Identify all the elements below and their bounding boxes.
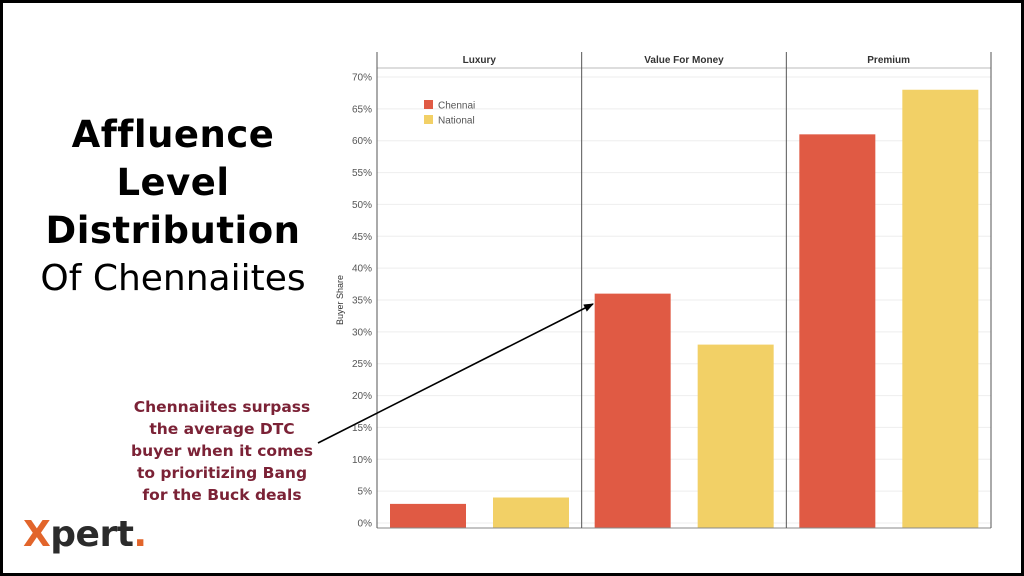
bar-chennai [390,503,466,528]
y-tick-label: 55% [352,168,372,179]
facet-label: Premium [867,55,910,66]
annotation-arrow [317,303,594,444]
title-line-4: Of Chennaiites [40,258,306,299]
bar-chennai [594,293,671,528]
bar-national [697,344,774,528]
facet-label: Luxury [463,55,497,66]
y-tick-label: 20% [352,391,372,402]
y-tick-label: 15% [352,423,372,434]
y-tick-label: 65% [352,104,372,115]
logo-x: X [23,514,51,555]
title-line-1: Affluence [71,113,275,156]
y-tick-label: 40% [352,264,372,275]
y-tick-label: 35% [352,296,372,307]
legend-swatch [424,115,433,124]
annotation-line-5: for the Buck deals [142,486,302,504]
y-tick-label: 0% [358,519,373,530]
bar-national [902,89,979,528]
annotation-line-1: Chennaiites surpass [133,398,311,416]
y-tick-label: 50% [352,200,372,211]
y-axis-title: Buyer Share [335,275,345,325]
slide-title: Affluence Level Distribution Of Chennaii… [23,111,323,303]
bar-layer [390,89,979,529]
bar-chennai [799,134,876,529]
y-tick-label: 10% [352,455,372,466]
logo-rest: pert [50,514,134,555]
y-tick-label: 60% [352,136,372,147]
annotation-line-3: buyer when it comes [131,442,313,460]
annotation-line-4: to prioritizing Bang [136,464,308,482]
legend-label: Chennai [438,101,475,112]
facet-label: Value For Money [644,55,724,66]
y-tick-label: 70% [352,73,372,84]
y-tick-label: 25% [352,359,372,370]
y-tick-label: 5% [358,487,373,498]
axis-layer: 0% 5% 10% 15% 20% 25% 30% 35% 40% 45% 50% 55% 60% 65%… [352,52,992,530]
legend-swatch [424,100,433,109]
y-tick-label: 45% [352,232,372,243]
annotation-line-2: the average DTC [149,420,295,438]
grid-layer [377,76,991,524]
legend-label: National [438,116,475,127]
title-line-2: Level [116,161,230,204]
logo-dot: . [133,514,147,555]
title-line-3: Distribution [45,209,301,252]
bar-national [493,497,569,528]
xpert-logo: Xpert. [23,513,147,557]
y-tick-label: 30% [352,327,372,338]
legend: Chennai National [424,100,475,127]
annotation-text: Chennaiites surpass the average DTC buye… [123,396,321,506]
